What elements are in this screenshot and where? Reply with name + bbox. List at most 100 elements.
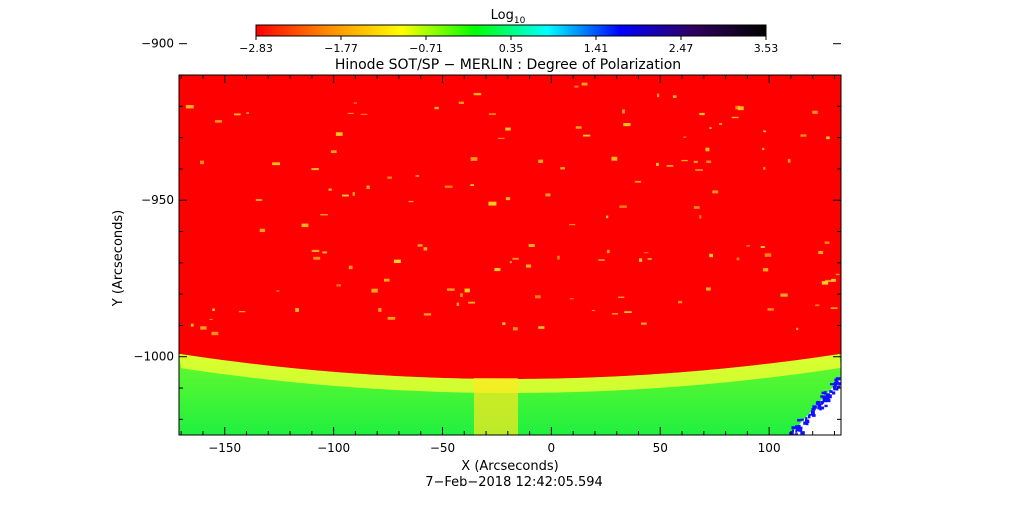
speckle: [623, 123, 631, 127]
speckle: [488, 113, 496, 116]
speckle: [640, 322, 647, 325]
speckle: [672, 95, 677, 98]
blue-speckle: [799, 426, 803, 429]
speckle: [619, 205, 627, 208]
speckle: [311, 168, 319, 171]
speckle: [200, 160, 204, 165]
speckle: [812, 110, 818, 114]
speckle: [505, 197, 511, 201]
speckle: [695, 169, 703, 172]
speckle: [709, 127, 712, 129]
blue-speckle: [822, 398, 826, 402]
speckle: [468, 301, 476, 304]
x-tick-label: −50: [430, 441, 455, 455]
speckle: [502, 322, 506, 325]
blue-speckle: [836, 385, 841, 388]
blue-speckle: [804, 419, 809, 422]
blue-speckle: [791, 429, 795, 432]
speckle: [460, 293, 463, 298]
limb-streak: [474, 378, 518, 435]
blue-speckle: [826, 393, 830, 397]
speckle: [830, 307, 838, 309]
speckle: [824, 241, 830, 244]
speckle: [569, 223, 576, 226]
speckle: [348, 265, 353, 270]
colorbar-tick-label: 1.41: [584, 42, 609, 55]
speckle: [211, 331, 219, 336]
blue-speckle: [819, 406, 825, 410]
speckle: [509, 261, 512, 264]
speckle: [387, 316, 396, 320]
colorbar-ticks: −2.83 −1.77 −0.71 0.35 1.41 2.47 3.53: [239, 36, 778, 55]
speckle: [456, 302, 460, 306]
speckle: [598, 259, 605, 261]
speckle: [185, 105, 194, 109]
plot-frame: [178, 74, 842, 436]
blue-speckle: [810, 410, 815, 415]
speckle: [371, 288, 378, 293]
speckle: [705, 147, 710, 152]
speckle: [497, 137, 505, 139]
speckle: [301, 223, 309, 228]
speckle: [611, 313, 618, 315]
blue-speckle: [820, 395, 823, 398]
speckle: [378, 307, 382, 312]
timestamp: 7−Feb−2018 12:42:05.594: [425, 475, 603, 490]
speckle: [574, 85, 579, 88]
blue-speckle: [832, 391, 836, 395]
blue-speckle: [824, 404, 828, 408]
speckle: [764, 253, 772, 257]
blue-speckle: [834, 378, 837, 382]
speckle: [360, 113, 368, 115]
speckle: [233, 113, 241, 116]
speckle: [647, 258, 652, 260]
speckle: [488, 201, 497, 206]
speckle: [473, 92, 482, 96]
blue-speckle: [835, 380, 838, 383]
speckle: [656, 162, 659, 166]
speckle: [800, 134, 807, 137]
speckle: [681, 159, 688, 162]
speckle: [470, 184, 474, 186]
blue-speckle: [815, 401, 821, 405]
speckle: [735, 105, 741, 110]
speckle: [408, 200, 414, 203]
blue-speckle: [792, 437, 796, 440]
speckle: [212, 308, 215, 312]
speckle: [575, 126, 582, 129]
speckle: [712, 190, 719, 194]
speckle: [824, 279, 832, 283]
blue-speckle: [791, 426, 796, 430]
speckle: [683, 136, 687, 138]
speckle: [699, 215, 702, 219]
speckle: [560, 167, 565, 170]
x-tick-label: 50: [653, 441, 668, 455]
blue-speckle: [811, 407, 816, 411]
speckle: [826, 136, 830, 140]
blue-speckle: [800, 418, 804, 421]
speckle: [335, 132, 343, 136]
speckle: [693, 160, 698, 164]
speckle: [780, 293, 788, 297]
x-tick-label: 100: [758, 441, 781, 455]
speckle: [657, 93, 660, 98]
speckle: [666, 165, 674, 167]
blue-speckle: [825, 399, 831, 403]
blue-speckle: [833, 383, 837, 387]
speckle: [763, 130, 766, 133]
colorbar-tick-label: −1.77: [324, 42, 358, 55]
blue-speckle: [807, 415, 811, 419]
colorbar: [255, 24, 767, 37]
speckle: [622, 109, 626, 114]
speckle: [255, 198, 263, 202]
speckle: [719, 123, 723, 125]
blue-speckle: [824, 391, 827, 395]
blue-speckle: [821, 391, 826, 395]
speckle: [705, 287, 711, 291]
blue-speckle: [829, 383, 835, 386]
speckle: [634, 180, 642, 183]
blue-speckle: [795, 429, 798, 433]
speckle: [569, 298, 574, 300]
speckle: [746, 245, 750, 247]
